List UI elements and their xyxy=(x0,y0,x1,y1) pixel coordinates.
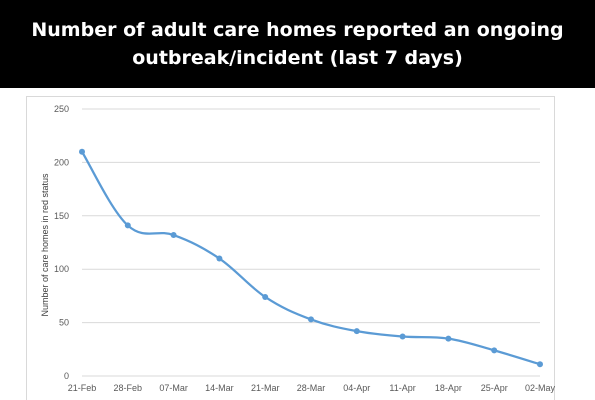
data-point-14-Mar xyxy=(216,255,223,262)
y-tick-label: 100 xyxy=(54,264,69,274)
data-point-07-Mar xyxy=(170,232,177,239)
y-tick-label: 0 xyxy=(64,371,69,381)
data-point-11-Apr xyxy=(399,333,406,340)
y-tick-label: 200 xyxy=(54,157,69,167)
data-point-28-Mar xyxy=(308,316,314,323)
series xyxy=(79,148,543,368)
x-tick-label: 14-Mar xyxy=(205,383,234,393)
y-tick-label: 150 xyxy=(54,211,69,221)
title-banner: Number of adult care homes reported an o… xyxy=(0,0,595,88)
y-tick-label: 250 xyxy=(54,104,69,114)
data-point-25-Apr xyxy=(491,347,498,354)
data-point-21-Mar xyxy=(262,293,269,300)
x-tick-label: 28-Feb xyxy=(114,383,143,393)
y-axis-label: Number of care homes in red status xyxy=(40,173,50,317)
data-point-02-May xyxy=(537,361,543,368)
page-title: Number of adult care homes reported an o… xyxy=(31,19,564,69)
y-tick-label: 50 xyxy=(59,318,69,328)
series-line xyxy=(80,150,542,366)
x-tick-label: 11-Apr xyxy=(389,383,415,393)
data-point-28-Feb xyxy=(124,222,131,229)
x-tick-label: 18-Apr xyxy=(435,383,462,393)
data-point-21-Feb xyxy=(79,148,85,155)
x-tick-label: 21-Feb xyxy=(68,383,97,393)
axes: 0 50 100 150 200 250 21-Feb 28-Feb 07-Mar 14-Mar 2… xyxy=(54,104,556,393)
x-tick-label: 04-Apr xyxy=(343,383,370,393)
x-tick-label: 25-Apr xyxy=(481,383,508,393)
x-tick-label: 28-Mar xyxy=(297,383,326,393)
chart-frame xyxy=(26,96,555,400)
gridlines xyxy=(82,108,540,324)
data-point-04-Apr xyxy=(353,328,360,335)
x-tick-label: 21-Mar xyxy=(251,383,280,393)
data-point-18-Apr xyxy=(445,335,452,342)
x-tick-label: 07-Mar xyxy=(159,383,188,393)
x-tick-label: 02-May xyxy=(525,383,556,393)
